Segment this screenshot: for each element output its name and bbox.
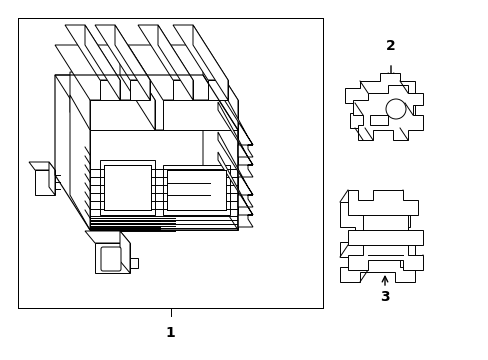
Polygon shape bbox=[35, 170, 55, 195]
Polygon shape bbox=[238, 165, 252, 177]
Polygon shape bbox=[138, 25, 193, 80]
Polygon shape bbox=[18, 18, 323, 308]
Polygon shape bbox=[218, 82, 252, 145]
Polygon shape bbox=[29, 162, 55, 170]
Polygon shape bbox=[100, 160, 155, 215]
Polygon shape bbox=[339, 202, 414, 282]
Polygon shape bbox=[128, 45, 238, 100]
FancyBboxPatch shape bbox=[101, 247, 121, 271]
Polygon shape bbox=[238, 215, 252, 227]
Polygon shape bbox=[120, 231, 130, 273]
Polygon shape bbox=[158, 25, 193, 100]
Polygon shape bbox=[49, 162, 55, 195]
Polygon shape bbox=[167, 170, 225, 210]
Polygon shape bbox=[203, 75, 238, 230]
Polygon shape bbox=[65, 25, 120, 80]
Polygon shape bbox=[55, 45, 155, 100]
Polygon shape bbox=[90, 130, 238, 230]
Polygon shape bbox=[345, 73, 414, 128]
Polygon shape bbox=[130, 258, 138, 268]
Polygon shape bbox=[100, 80, 120, 100]
Polygon shape bbox=[95, 25, 150, 80]
Polygon shape bbox=[85, 231, 130, 243]
Polygon shape bbox=[90, 100, 155, 130]
Text: 1: 1 bbox=[165, 326, 175, 340]
Text: 2: 2 bbox=[386, 39, 395, 53]
Polygon shape bbox=[369, 115, 387, 125]
Text: 3: 3 bbox=[379, 290, 389, 304]
Polygon shape bbox=[173, 80, 193, 100]
Polygon shape bbox=[203, 45, 238, 130]
Polygon shape bbox=[173, 25, 227, 80]
Polygon shape bbox=[95, 243, 130, 273]
Polygon shape bbox=[218, 132, 252, 195]
Polygon shape bbox=[163, 100, 238, 130]
Polygon shape bbox=[55, 75, 238, 130]
Polygon shape bbox=[193, 25, 227, 100]
Polygon shape bbox=[218, 102, 252, 165]
Polygon shape bbox=[218, 152, 252, 215]
Polygon shape bbox=[85, 25, 120, 100]
Polygon shape bbox=[238, 195, 252, 207]
Polygon shape bbox=[70, 72, 90, 130]
Polygon shape bbox=[347, 190, 422, 270]
Polygon shape bbox=[163, 165, 229, 215]
Polygon shape bbox=[104, 165, 151, 210]
Polygon shape bbox=[352, 85, 422, 140]
Polygon shape bbox=[70, 95, 90, 230]
Polygon shape bbox=[238, 145, 252, 157]
Polygon shape bbox=[115, 25, 150, 100]
Polygon shape bbox=[130, 80, 150, 100]
Circle shape bbox=[385, 99, 405, 119]
Polygon shape bbox=[207, 80, 227, 100]
Polygon shape bbox=[120, 45, 155, 130]
